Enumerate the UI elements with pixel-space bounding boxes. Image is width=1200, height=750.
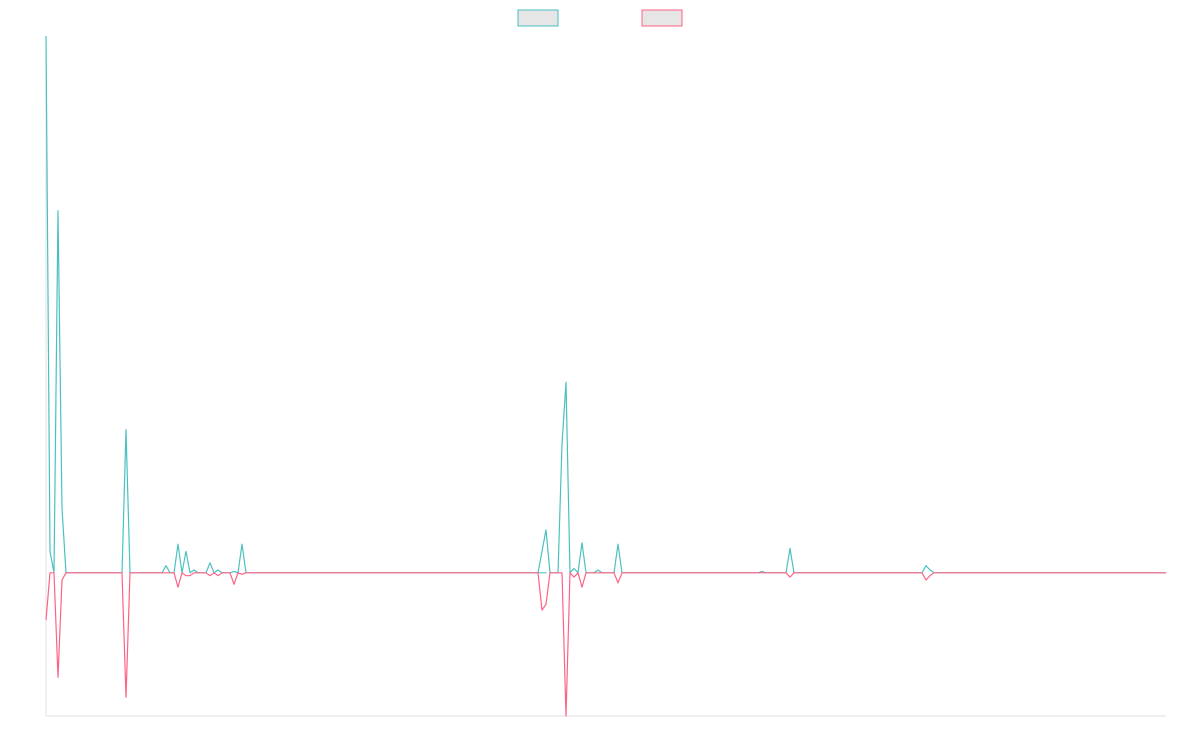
legend [517,9,683,27]
legend-swatch-1[interactable] [517,9,559,27]
series-line-1 [45,35,1166,574]
legend-swatch-2[interactable] [641,9,683,27]
series-layer [45,35,1166,717]
series-line-2 [45,572,1166,717]
axes [45,36,1166,717]
